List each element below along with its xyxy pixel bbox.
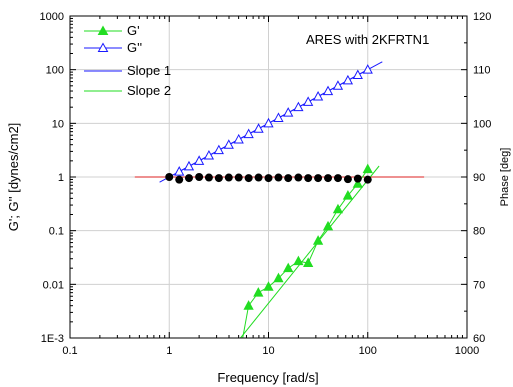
g-double-prime-point xyxy=(233,133,244,144)
axes: 0.1 1 10 100 10001E-30.010.11101001000607080… xyxy=(40,11,492,357)
legend-label: G' xyxy=(127,23,140,38)
phase-point xyxy=(324,174,333,183)
x-tick-label: 1 xyxy=(166,345,172,357)
g-double-prime-point xyxy=(312,90,324,101)
g-double-prime-point xyxy=(203,149,215,160)
phase-point xyxy=(224,173,233,182)
phase-point xyxy=(353,174,362,183)
g-double-prime-point xyxy=(193,155,205,165)
x-axis-title: Frequency [rad/s] xyxy=(217,370,318,385)
x-tick-label: 100 xyxy=(359,345,377,357)
legend-item-g-prime: G' xyxy=(84,23,140,38)
g-prime-point xyxy=(243,300,254,310)
phase-point xyxy=(294,173,303,182)
g-double-prime-point xyxy=(174,166,185,176)
g-double-prime-point xyxy=(263,117,274,128)
y2-tick-label: 70 xyxy=(473,279,485,291)
g-double-prime-point xyxy=(293,101,304,112)
legend-open-triangle-icon xyxy=(97,42,109,52)
g-double-prime-point xyxy=(342,74,354,85)
y2-axis-title: Phase [deg] xyxy=(499,148,511,207)
legend-item-slope-1: Slope 1 xyxy=(84,63,171,78)
g-double-prime-point xyxy=(283,107,294,117)
phase-point xyxy=(363,175,372,184)
phase-point xyxy=(214,174,223,183)
legend-label: Slope 1 xyxy=(127,63,171,78)
legend-label: Slope 2 xyxy=(127,83,171,98)
y-tick-label: 0.01 xyxy=(43,279,64,291)
phase-point xyxy=(165,173,174,181)
phase-point xyxy=(244,174,253,183)
phase-point xyxy=(195,173,204,181)
phase-point xyxy=(254,173,263,182)
phase-point xyxy=(184,174,193,183)
g-prime-point xyxy=(293,255,304,266)
phase-point xyxy=(333,174,342,183)
phase-point xyxy=(274,173,283,182)
y2-tick-label: 120 xyxy=(473,11,491,23)
y-tick-label: 10 xyxy=(52,118,64,130)
y2-tick-label: 110 xyxy=(473,65,491,77)
legend-filled-triangle-icon xyxy=(97,25,109,35)
g-prime-point xyxy=(303,257,314,267)
y-tick-label: 0.1 xyxy=(49,226,64,238)
g-prime-point xyxy=(253,287,264,297)
g-prime-point xyxy=(283,262,294,273)
g-double-prime-point xyxy=(213,144,224,155)
g-double-prime-point xyxy=(322,85,334,96)
g-double-prime-point xyxy=(183,160,195,171)
legend: G' G'' Slope 1 Slope 2 xyxy=(84,23,171,98)
g-prime-point xyxy=(352,178,363,188)
phase-point xyxy=(234,173,243,182)
x-tick-label: 10 xyxy=(262,345,274,357)
y-tick-label: 100 xyxy=(46,65,64,77)
chart-annotation: ARES with 2KFRTN1 xyxy=(306,32,429,47)
g-double-prime-point xyxy=(223,139,234,149)
g-double-prime-point xyxy=(303,96,314,106)
y-tick-label: 1E-3 xyxy=(41,333,64,345)
y2-tick-label: 60 xyxy=(473,333,485,345)
y-axis-title: G'; G'' [dynes/cm2] xyxy=(6,123,21,232)
y2-tick-label: 80 xyxy=(473,226,485,238)
fit-line-line xyxy=(242,305,250,338)
y-tick-label: 1 xyxy=(58,172,64,184)
phase-point xyxy=(175,175,184,184)
g-double-prime-point xyxy=(253,123,264,133)
x-tick-label: 0.1 xyxy=(62,345,77,357)
g-prime-point xyxy=(362,163,373,174)
g-double-prime-point xyxy=(352,69,363,80)
phase-point xyxy=(343,175,352,184)
y2-tick-label: 90 xyxy=(473,172,485,184)
phase-point xyxy=(264,174,273,183)
g-prime-point xyxy=(273,272,284,283)
phase-point xyxy=(314,174,323,183)
g-double-prime-point xyxy=(362,64,373,74)
g-double-prime-point xyxy=(332,80,344,90)
phase-point xyxy=(204,173,213,182)
legend-item-slope-2: Slope 2 xyxy=(84,83,171,98)
g-double-prime-point xyxy=(243,128,254,139)
x-tick-label: 1000 xyxy=(455,345,479,357)
legend-item-g-double-prime: G'' xyxy=(84,40,142,55)
g-prime-point xyxy=(263,281,274,291)
y2-tick-label: 100 xyxy=(473,118,491,130)
data-series xyxy=(134,61,425,338)
g-prime-point xyxy=(332,203,344,214)
g-prime-point xyxy=(312,235,324,245)
phase-point xyxy=(284,174,293,183)
y-tick-label: 1000 xyxy=(40,11,64,23)
g-prime-point xyxy=(322,220,334,231)
g-double-prime-point xyxy=(273,112,284,122)
phase-point xyxy=(304,174,313,183)
g-prime-point xyxy=(342,190,354,200)
legend-label: G'' xyxy=(127,40,142,55)
